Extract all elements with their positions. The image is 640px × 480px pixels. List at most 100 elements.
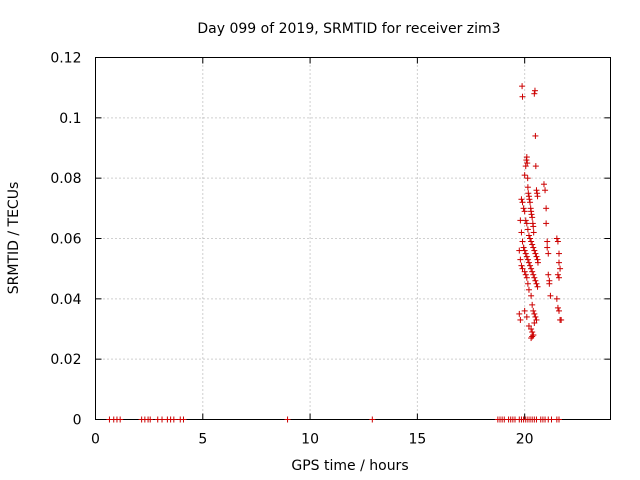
x-axis-label: GPS time / hours xyxy=(291,458,408,474)
data-point xyxy=(556,250,562,257)
y-axis-label: SRMTID / TECUs xyxy=(6,182,22,295)
y-tick-label: 0.1 xyxy=(59,111,81,127)
data-point xyxy=(524,160,531,167)
data-point xyxy=(530,271,537,278)
x-tick-label: 10 xyxy=(301,432,319,448)
data-point xyxy=(546,280,553,287)
data-point xyxy=(556,416,562,423)
data-point xyxy=(521,268,528,275)
data-point xyxy=(530,244,537,251)
chart-title: Day 099 of 2019, SRMTID for receiver zim… xyxy=(197,21,500,37)
data-point xyxy=(517,217,524,224)
data-point xyxy=(518,229,525,236)
data-point xyxy=(528,211,535,218)
data-point xyxy=(548,416,555,423)
y-tick-label: 0.02 xyxy=(50,352,81,368)
data-point xyxy=(525,259,532,266)
data-point xyxy=(525,322,532,329)
data-point xyxy=(519,238,526,245)
data-point xyxy=(558,316,565,323)
data-point xyxy=(524,184,531,191)
x-tick-label: 15 xyxy=(408,432,426,448)
data-point xyxy=(533,253,540,260)
data-point xyxy=(521,172,528,179)
data-point xyxy=(554,271,561,278)
data-point xyxy=(531,87,538,94)
data-point xyxy=(518,262,525,269)
data-point xyxy=(519,199,526,206)
data-point xyxy=(521,247,528,254)
data-point xyxy=(524,175,531,182)
tick-layer xyxy=(95,57,611,420)
data-point xyxy=(516,310,523,317)
data-point xyxy=(170,416,177,423)
data-point xyxy=(529,268,536,275)
x-tick-label: 5 xyxy=(198,432,207,448)
data-point xyxy=(159,416,166,423)
data-point xyxy=(532,277,539,284)
data-point xyxy=(545,250,552,257)
data-point xyxy=(517,256,524,263)
data-point xyxy=(369,416,376,423)
data-point xyxy=(518,196,525,203)
data-point xyxy=(532,313,539,320)
y-tick-label: 0.04 xyxy=(50,292,81,308)
data-point xyxy=(524,226,531,233)
data-point xyxy=(530,332,537,339)
data-point xyxy=(531,310,538,317)
data-point xyxy=(531,274,538,281)
data-points xyxy=(106,83,565,423)
data-point xyxy=(523,154,530,161)
data-point xyxy=(519,265,526,272)
data-point xyxy=(543,220,550,227)
data-point xyxy=(530,229,537,236)
data-point xyxy=(542,187,549,194)
data-point xyxy=(525,232,532,239)
data-point xyxy=(526,196,533,203)
data-point xyxy=(284,416,291,423)
data-point xyxy=(528,265,535,272)
data-point xyxy=(147,416,154,423)
data-point xyxy=(557,265,564,272)
data-point xyxy=(529,214,536,221)
data-point xyxy=(520,244,527,251)
data-point xyxy=(519,93,526,100)
data-point xyxy=(522,271,529,278)
data-point xyxy=(520,205,527,212)
data-point xyxy=(547,292,554,299)
data-point xyxy=(525,190,532,197)
grid-layer xyxy=(95,57,611,420)
y-tick-label: 0.06 xyxy=(50,232,81,248)
data-point xyxy=(554,238,561,245)
data-point xyxy=(534,193,541,200)
data-point xyxy=(553,235,560,242)
data-point xyxy=(556,307,562,314)
data-point xyxy=(516,247,523,254)
data-point xyxy=(533,187,540,194)
data-point xyxy=(525,286,532,293)
data-point xyxy=(522,163,529,170)
x-tick-label: 0 xyxy=(91,432,100,448)
data-point xyxy=(527,199,534,206)
plot-frame xyxy=(95,57,611,420)
data-point xyxy=(521,307,528,314)
data-point xyxy=(519,83,526,90)
data-point xyxy=(530,307,537,314)
data-point xyxy=(528,326,535,332)
data-point xyxy=(540,181,547,188)
data-point xyxy=(533,280,540,287)
data-point xyxy=(522,250,529,257)
data-point xyxy=(523,253,530,260)
data-point xyxy=(532,163,539,170)
data-point xyxy=(532,250,539,257)
y-tick-label: 0.08 xyxy=(50,171,81,187)
data-point xyxy=(531,247,538,254)
data-point xyxy=(530,223,537,230)
data-point xyxy=(528,292,535,299)
data-point xyxy=(522,217,529,224)
tick-label-layer: 0 5 10 15 20 0 0.02 0.04 0.06 0.08 0.1 0.12 xyxy=(50,51,533,448)
data-point xyxy=(534,283,541,290)
data-point xyxy=(528,238,535,245)
y-tick-label: 0 xyxy=(73,413,82,429)
